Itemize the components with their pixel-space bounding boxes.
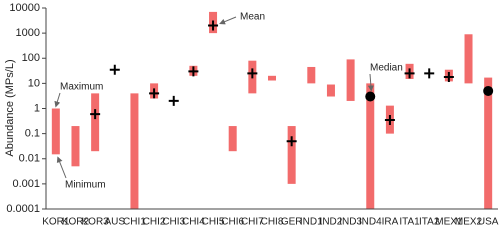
y-axis-label: Abundance (MPs/L) [4,59,16,156]
annotation: Mean [240,12,265,23]
mean-marker [109,64,120,75]
x-tick-label: CHI1 [123,217,146,228]
x-tick-label: MEX2 [455,217,483,228]
x-tick-label: IRA [382,217,399,228]
y-tick-label: 10 [28,77,40,89]
range-bar [287,126,296,184]
y-tick-label: 0.0001 [6,203,40,215]
annotation: Maximum [60,82,103,93]
annotation: Minimum [65,180,106,191]
range-bar [464,34,473,84]
median-marker [365,91,376,102]
mean-marker [188,66,199,77]
x-tick-label: ITA1 [399,217,420,228]
range-bar [71,126,80,167]
mean-marker [90,109,101,120]
range-bar [51,108,60,155]
annotation: Median [370,63,403,74]
x-tick-label: KOR2 [62,217,90,228]
range-bar [91,93,100,152]
x-tick-label: MEX1 [435,217,463,228]
x-tick-label: GER [281,217,303,228]
x-tick-label: CHI3 [162,217,185,228]
x-tick-label: CHI4 [182,217,205,228]
annotation-arrow [54,92,61,108]
mean-marker [149,88,160,99]
range-bar [228,126,237,152]
x-tick-label: AUS [105,217,126,228]
x-tick-label: CHI8 [261,217,284,228]
annotation-arrow [367,73,374,92]
mean-marker [286,136,297,147]
y-tick-label: 0.001 [12,178,40,190]
x-tick-label: IND1 [300,217,323,228]
mean-marker [384,114,395,125]
x-tick-label: USA [478,217,499,228]
range-bar [366,83,375,209]
x-tick-label: CHI2 [143,217,166,228]
mean-marker [443,71,454,82]
range-bar [130,93,139,209]
range-bar [484,77,493,210]
y-tick-label: 0.1 [25,128,40,140]
range-bar [326,84,335,97]
x-tick-label: KOR1 [42,217,70,228]
y-tick-label: 1 [34,102,40,114]
mean-marker [404,68,415,79]
mean-marker [247,68,258,79]
annotation-arrow [56,156,67,179]
x-tick-label: IND4 [359,217,382,228]
y-tick-label: 10000 [9,2,40,14]
median-marker [483,85,494,96]
y-tick-label: 100 [22,52,40,64]
x-tick-label: CHI7 [241,217,264,228]
y-tick-label: 1000 [16,27,40,39]
x-tick-label: CHI6 [221,217,244,228]
annotation-arrow [219,16,237,25]
mean-marker [168,95,179,106]
x-tick-label: ITA2 [419,217,440,228]
range-bar [346,59,355,101]
mean-marker [208,20,219,31]
y-tick-label: 0.01 [19,153,40,165]
x-tick-label: CHI5 [202,217,225,228]
mean-marker [424,68,435,79]
x-tick-label: IND2 [320,217,343,228]
range-bar [307,66,316,84]
x-tick-label: IND3 [339,217,362,228]
x-tick-label: KOR3 [82,217,110,228]
range-bar [268,75,276,81]
